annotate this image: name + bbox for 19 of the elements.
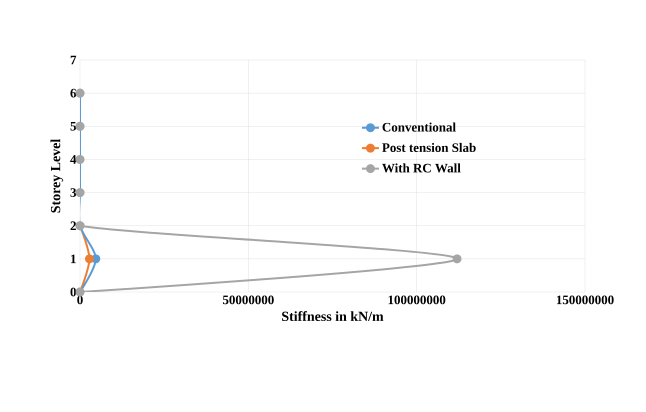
legend-label: Conventional bbox=[382, 122, 456, 132]
x-tick-label: 50000000 bbox=[222, 296, 274, 304]
legend-label: Post tension Slab bbox=[382, 142, 476, 152]
y-axis-title: Storey Level bbox=[50, 138, 64, 213]
x-tick-label: 150000000 bbox=[556, 296, 614, 304]
y-tick-label: 4 bbox=[70, 155, 76, 164]
y-tick-label: 5 bbox=[70, 122, 76, 131]
y-tick-label: 7 bbox=[70, 56, 76, 64]
y-tick-label: 2 bbox=[70, 221, 76, 230]
legend-label: With RC Wall bbox=[382, 163, 461, 173]
y-tick-label: 1 bbox=[71, 254, 76, 264]
point bbox=[452, 254, 462, 264]
y-tick-label: 0 bbox=[70, 288, 76, 296]
x-axis-title: Stiffness in kN/m bbox=[282, 311, 384, 322]
y-tick-label: 3 bbox=[70, 188, 76, 197]
y-tick-label: 6 bbox=[70, 88, 76, 98]
x-tick-label: 100000000 bbox=[388, 296, 446, 304]
x-tick-label: 0 bbox=[77, 296, 83, 304]
point bbox=[84, 254, 94, 264]
